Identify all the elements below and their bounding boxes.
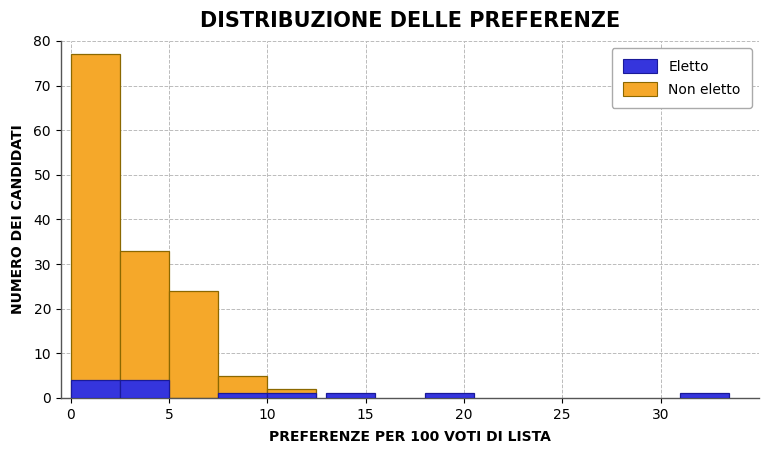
Bar: [71, 55, 120, 398]
Bar: [267, 389, 316, 398]
Legend: Eletto, Non eletto: Eletto, Non eletto: [611, 48, 752, 108]
Bar: [267, 394, 316, 398]
Bar: [326, 394, 376, 398]
X-axis label: PREFERENZE PER 100 VOTI DI LISTA: PREFERENZE PER 100 VOTI DI LISTA: [269, 430, 551, 444]
Bar: [120, 251, 169, 398]
Title: DISTRIBUZIONE DELLE PREFERENZE: DISTRIBUZIONE DELLE PREFERENZE: [199, 11, 620, 31]
Bar: [424, 394, 474, 398]
Bar: [680, 394, 729, 398]
Bar: [120, 380, 169, 398]
Y-axis label: NUMERO DEI CANDIDATI: NUMERO DEI CANDIDATI: [11, 125, 25, 314]
Bar: [169, 291, 218, 398]
Bar: [71, 380, 120, 398]
Bar: [218, 375, 267, 398]
Bar: [218, 394, 267, 398]
